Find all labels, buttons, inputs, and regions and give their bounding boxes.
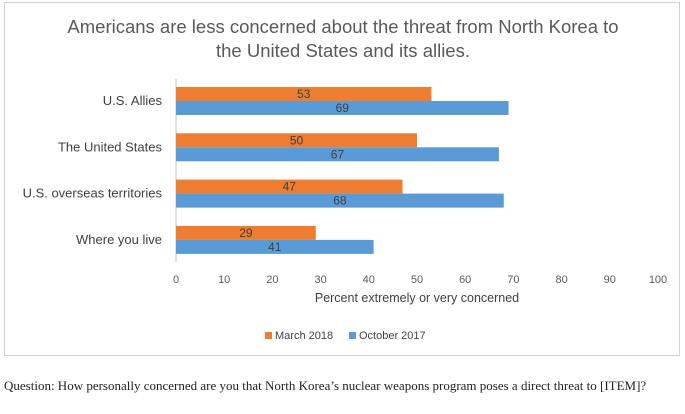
- data-label-1-1: 67: [331, 147, 345, 161]
- data-label-1-3: 41: [268, 240, 282, 254]
- data-label-1-0: 69: [336, 101, 350, 115]
- data-label-1-2: 68: [333, 194, 347, 208]
- x-tick-label-10: 10: [218, 274, 230, 286]
- legend-label-1: October 2017: [359, 330, 426, 342]
- category-label-1: The United States: [58, 139, 163, 154]
- bar-0-1: [176, 133, 417, 148]
- category-label-3: Where you live: [76, 232, 162, 247]
- x-axis-label: Percent extremely or very concerned: [315, 291, 519, 305]
- x-tick-label-50: 50: [411, 274, 423, 286]
- data-label-0-2: 47: [283, 180, 297, 194]
- x-tick-label-100: 100: [649, 274, 667, 286]
- x-tick-label-20: 20: [266, 274, 278, 286]
- legend-swatch-1: [349, 332, 356, 339]
- bar-0-3: [176, 225, 316, 240]
- legend-label-0: March 2018: [275, 330, 333, 342]
- x-tick-label-30: 30: [314, 274, 326, 286]
- bar-chart: Americans are less concerned about the t…: [23, 16, 668, 342]
- question-footnote: Question: How personally concerned are y…: [4, 378, 647, 393]
- data-label-0-1: 50: [290, 133, 304, 147]
- chart-frame: Americans are less concerned about the t…: [4, 2, 680, 356]
- bar-1-1: [176, 147, 499, 162]
- data-label-0-3: 29: [239, 226, 253, 240]
- bar-1-0: [176, 101, 509, 115]
- x-tick-label-0: 0: [173, 274, 179, 286]
- x-tick-label-90: 90: [604, 274, 616, 286]
- category-label-2: U.S. overseas territories: [23, 186, 163, 201]
- bar-0-2: [176, 179, 403, 194]
- bar-1-3: [176, 239, 374, 254]
- x-tick-label-60: 60: [459, 274, 471, 286]
- chart-title-line-2: the United States and its allies.: [216, 40, 470, 61]
- x-tick-label-70: 70: [507, 274, 519, 286]
- bar-1-2: [176, 193, 504, 208]
- data-label-0-0: 53: [297, 87, 311, 101]
- chart-title-line-1: Americans are less concerned about the t…: [67, 16, 618, 37]
- category-label-0: U.S. Allies: [103, 93, 163, 108]
- legend-swatch-0: [265, 332, 272, 339]
- bar-0-0: [176, 87, 432, 101]
- x-tick-label-40: 40: [363, 274, 375, 286]
- x-tick-label-80: 80: [555, 274, 567, 286]
